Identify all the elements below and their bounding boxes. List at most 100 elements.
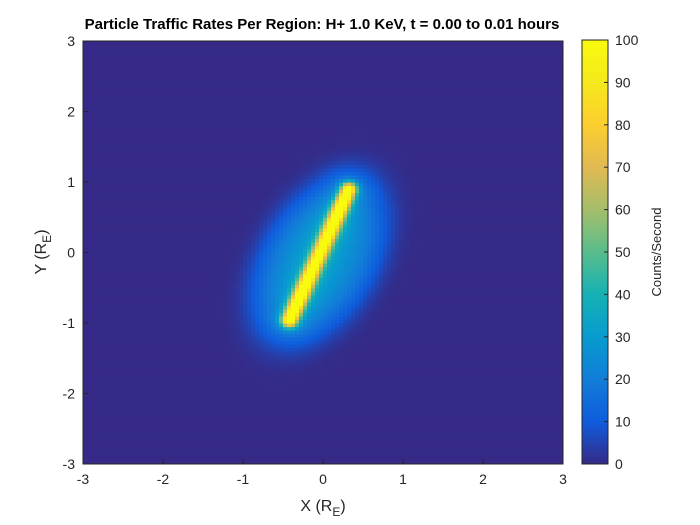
heatmap-cell (163, 404, 168, 409)
heatmap-cell (211, 97, 216, 102)
heatmap-cell (95, 62, 100, 67)
heatmap-cell (207, 340, 212, 345)
heatmap-cell (223, 189, 228, 194)
heatmap-cell (207, 178, 212, 183)
heatmap-cell (119, 146, 124, 151)
heatmap-cell (131, 100, 136, 106)
heatmap-cell (91, 400, 96, 405)
heatmap-cell (107, 389, 112, 395)
heatmap-cell (219, 347, 224, 352)
heatmap-cell (223, 442, 228, 447)
heatmap-cell (107, 241, 112, 247)
heatmap-cell (99, 206, 104, 211)
heatmap-cell (87, 97, 92, 102)
heatmap-cell (139, 354, 144, 359)
heatmap-cell (95, 115, 100, 120)
heatmap-cell (227, 182, 232, 187)
heatmap-cell (175, 115, 180, 120)
heatmap-cell (155, 460, 160, 464)
heatmap-cell (187, 93, 192, 99)
heatmap-cell (203, 449, 208, 455)
heatmap-cell (171, 125, 176, 130)
heatmap-cell (231, 234, 236, 240)
heatmap-cell (95, 389, 100, 395)
heatmap-cell (187, 393, 192, 398)
heatmap-cells (83, 41, 563, 464)
heatmap-cell (207, 93, 212, 99)
heatmap-cell (159, 104, 164, 109)
heatmap-cell (227, 153, 232, 158)
heatmap-cell (139, 312, 144, 317)
heatmap-cell (95, 382, 100, 388)
heatmap-cell (143, 104, 148, 109)
heatmap-cell (179, 344, 184, 349)
heatmap-cell (135, 323, 140, 328)
heatmap-cell (119, 76, 124, 81)
heatmap-cell (187, 305, 192, 310)
heatmap-cell (123, 273, 128, 278)
heatmap-cell (119, 273, 124, 278)
heatmap-cell (135, 248, 140, 254)
heatmap-cell (99, 358, 104, 363)
heatmap-cell (211, 382, 216, 388)
heatmap-cell (183, 55, 188, 60)
heatmap-cell (163, 435, 168, 440)
heatmap-cell (159, 69, 164, 74)
heatmap-cell (131, 407, 136, 412)
heatmap-cell (87, 305, 92, 310)
heatmap-cell (191, 199, 196, 204)
heatmap-cell (115, 234, 120, 240)
heatmap-cell (99, 167, 104, 173)
heatmap-cell (119, 245, 124, 250)
heatmap-cell (155, 136, 160, 141)
heatmap-cell (83, 333, 88, 338)
heatmap-cell (203, 210, 208, 215)
heatmap-cell (151, 305, 156, 310)
heatmap-cell (91, 122, 96, 127)
heatmap-cell (119, 337, 124, 342)
heatmap-cell (115, 93, 120, 99)
heatmap-cell (247, 263, 252, 268)
heatmap-cell (167, 368, 172, 373)
heatmap-cell (107, 347, 112, 352)
heatmap-cell (235, 90, 240, 95)
heatmap-cell (199, 86, 204, 91)
heatmap-cell (103, 79, 108, 84)
heatmap-cell (95, 351, 100, 356)
heatmap-cell (99, 287, 104, 292)
heatmap-cell (211, 277, 216, 282)
heatmap-cell (83, 277, 88, 282)
heatmap-cell (219, 220, 224, 225)
heatmap-cell (83, 41, 88, 46)
heatmap-cell (151, 146, 156, 151)
heatmap-cell (231, 361, 236, 366)
heatmap-cell (199, 132, 204, 137)
heatmap-cell (151, 136, 156, 141)
heatmap-cell (239, 231, 244, 236)
heatmap-cell (243, 143, 248, 148)
heatmap-cell (151, 90, 156, 95)
heatmap-cell (115, 425, 120, 430)
heatmap-cell (127, 446, 132, 451)
heatmap-cell (219, 291, 224, 296)
heatmap-cell (119, 312, 124, 317)
heatmap-cell (91, 41, 96, 46)
heatmap-cell (103, 48, 108, 53)
heatmap-cell (131, 411, 136, 416)
heatmap-cell (235, 192, 240, 197)
heatmap-cell (119, 171, 124, 176)
heatmap-cell (191, 344, 196, 349)
heatmap-cell (171, 333, 176, 338)
heatmap-cell (115, 58, 120, 63)
heatmap-cell (119, 51, 124, 56)
heatmap-cell (119, 136, 124, 141)
heatmap-cell (139, 171, 144, 176)
heatmap-cell (239, 442, 244, 447)
heatmap-cell (99, 256, 104, 261)
heatmap-cell (127, 83, 132, 88)
heatmap-cell (187, 400, 192, 405)
heatmap-cell (175, 241, 180, 247)
heatmap-cell (235, 234, 240, 240)
heatmap-cell (127, 139, 132, 144)
heatmap-cell (235, 418, 240, 423)
